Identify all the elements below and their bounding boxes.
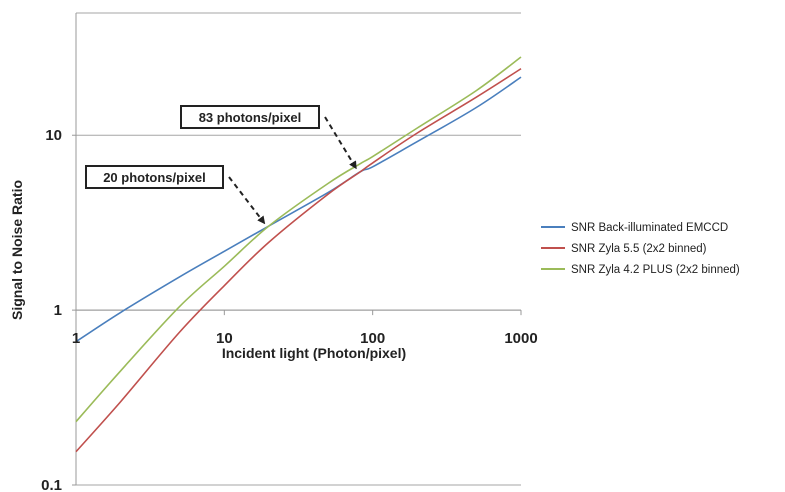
annotation-label-0: 83 photons/pixel (199, 110, 302, 125)
x-tick-label-10: 10 (216, 330, 233, 347)
axes (72, 13, 522, 486)
series-lines (75, 56, 522, 453)
y-tick-label-1: 1 (54, 302, 62, 319)
annotation-arrow-0 (324, 116, 357, 170)
y-tick-label-0.1: 0.1 (41, 477, 62, 492)
y-axis-title: Signal to Noise Ratio (9, 180, 25, 320)
y-tick-label-10: 10 (45, 127, 62, 144)
x-axis-title: Incident light (Photon/pixel) (222, 345, 406, 361)
annotations: 83 photons/pixel 20 photons/pixel (85, 105, 357, 225)
annotation-arrow-1 (228, 176, 266, 225)
legend-label-0: SNR Back-illuminated EMCCD (571, 222, 728, 234)
annotation-label-1: 20 photons/pixel (103, 170, 206, 185)
series-line-1 (75, 68, 522, 453)
x-tick-label-1: 1 (72, 330, 80, 347)
x-tick-label-1000: 1000 (504, 330, 537, 347)
x-tick-label-100: 100 (360, 330, 385, 347)
legend: SNR Back-illuminated EMCCD SNR Zyla 5.5 (… (541, 222, 740, 276)
annotation-box-1 (85, 165, 224, 189)
tick-labels: 1 10 100 1000 0.1 1 10 (41, 127, 538, 492)
legend-label-1: SNR Zyla 5.5 (2x2 binned) (571, 243, 707, 255)
legend-label-2: SNR Zyla 4.2 PLUS (2x2 binned) (571, 264, 740, 276)
gridlines (76, 12, 521, 486)
annotation-box-0 (180, 105, 320, 129)
series-line-0 (75, 76, 522, 343)
series-line-2 (75, 56, 522, 423)
